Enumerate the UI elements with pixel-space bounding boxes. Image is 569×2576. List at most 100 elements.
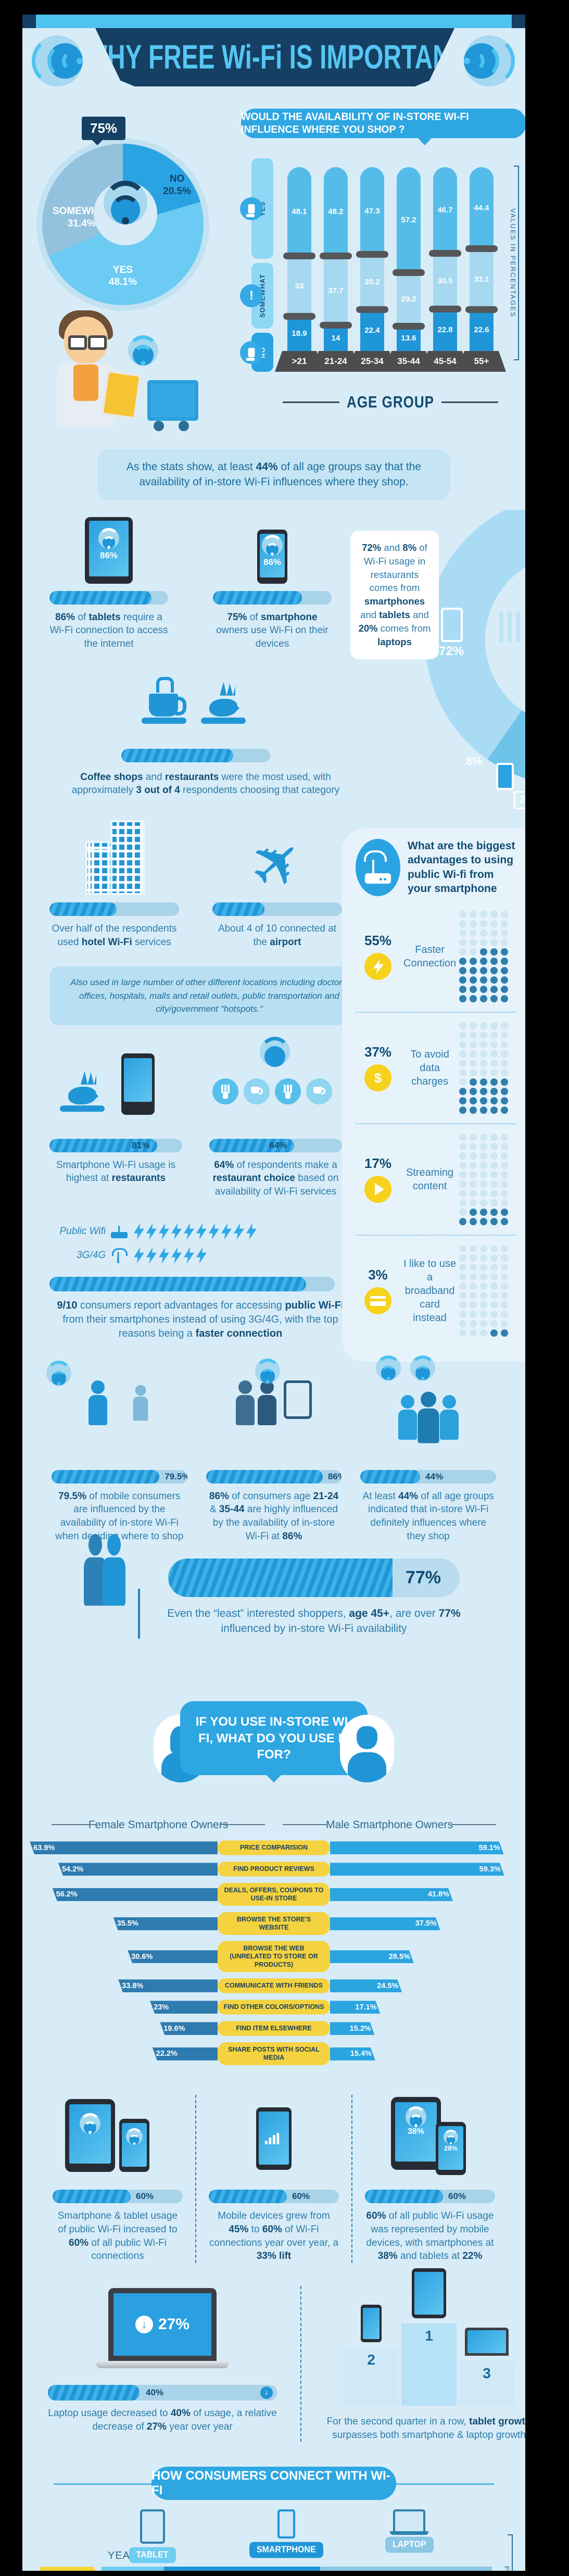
smartphone-progress-bar bbox=[213, 590, 332, 605]
person bbox=[439, 1395, 459, 1440]
plate bbox=[60, 1105, 105, 1112]
dot bbox=[480, 1263, 488, 1271]
lightning-icon bbox=[209, 1223, 219, 1240]
gender-usage-row: 22.2% SHARE POSTS WITH SOCIAL MEDIA 15.4% bbox=[27, 2042, 521, 2066]
rb-ant bbox=[372, 859, 374, 873]
fill bbox=[49, 1276, 307, 1291]
dot bbox=[490, 1189, 498, 1197]
shopping-cart-icon bbox=[147, 380, 198, 421]
clamp bbox=[465, 306, 498, 313]
aval: 29.2 bbox=[401, 295, 416, 304]
clamp bbox=[283, 312, 315, 320]
laptop-segment: 44 bbox=[320, 2567, 492, 2571]
laptop-podium-row: 27% 40% ↓ Laptop usage decreased to 40% … bbox=[40, 2268, 525, 2442]
gl: 63.9% bbox=[27, 1841, 218, 1855]
lightning-icon bbox=[184, 1247, 194, 1264]
gender-usage-row: 56.2% DEALS, OFFERS, COUPONS TO USE-IN ST… bbox=[27, 1883, 521, 1906]
dot bbox=[490, 957, 498, 965]
public-wifi-60-row: 60% Smartphone & tablet usage of public … bbox=[40, 2095, 508, 2263]
dotgrid bbox=[459, 1133, 509, 1225]
gl: 19.6% bbox=[27, 2022, 218, 2035]
speed-row: 3G/4G bbox=[49, 1243, 342, 1267]
gr: 28.5% bbox=[330, 1950, 521, 1963]
age45-influence-bar: 77% bbox=[168, 1559, 460, 1598]
dot bbox=[490, 1273, 498, 1280]
dot bbox=[459, 1097, 467, 1104]
money-icon bbox=[364, 1064, 391, 1092]
mobile-growth-60-card: 60% Mobile devices grew from 45% to 60% … bbox=[195, 2095, 351, 2263]
dot bbox=[480, 1050, 488, 1058]
scr60: 28% bbox=[438, 2126, 463, 2170]
dot bbox=[459, 1161, 467, 1169]
fill bbox=[213, 590, 302, 605]
dot bbox=[490, 1217, 498, 1225]
fill bbox=[209, 1138, 295, 1152]
wdot bbox=[414, 2124, 418, 2128]
laptop-usage-bar: 40% ↓ bbox=[48, 2384, 277, 2401]
influence-caption: At least 44% of all age groups indicated… bbox=[362, 1490, 494, 1542]
adv-left: 37% bbox=[356, 1044, 400, 1092]
dot bbox=[459, 1152, 467, 1160]
aval: 18.9 bbox=[292, 329, 307, 338]
ha-row: Over half of the respondents used hotel … bbox=[49, 818, 342, 949]
dot bbox=[459, 1282, 467, 1290]
ghead: IF YOU USE IN-STORE WI-FI, WHAT DO YOU U… bbox=[22, 1699, 525, 1819]
dot bbox=[459, 1040, 467, 1048]
dot bbox=[470, 1142, 477, 1150]
dot bbox=[490, 1087, 498, 1095]
wdot bbox=[421, 1376, 425, 1380]
dot bbox=[480, 1152, 488, 1160]
usage-left-column: 86% 86% of tablets require a Wi-Fi conne… bbox=[22, 510, 369, 1362]
lightning-icon bbox=[134, 1223, 144, 1240]
axis-segment-yes: YES bbox=[240, 158, 273, 259]
dot bbox=[459, 1180, 467, 1188]
aseg: 13.6 bbox=[397, 325, 421, 351]
people-icons bbox=[360, 1355, 496, 1463]
age-column-55+: 44.4 33.1 22.6 55+ bbox=[457, 158, 506, 372]
el: NO bbox=[169, 173, 185, 184]
people-icons bbox=[206, 1358, 342, 1463]
aval: 22.8 bbox=[437, 325, 453, 335]
el: 44% bbox=[256, 461, 278, 473]
dot bbox=[490, 948, 498, 956]
dk-tab: 38% bbox=[391, 2097, 441, 2170]
dot bbox=[470, 1069, 477, 1076]
cupico bbox=[313, 1086, 325, 1095]
growth-podium: 2 1 3 bbox=[317, 2268, 525, 2406]
router-icon bbox=[111, 1224, 129, 1239]
rb-box bbox=[365, 873, 391, 884]
dot bbox=[480, 1217, 488, 1225]
dk-tab bbox=[65, 2099, 115, 2172]
gr: 37.5% bbox=[330, 1917, 521, 1930]
gender-usage-row: 35.5% BROWSE THE STORE'S WEBSITE 37.5% bbox=[27, 1912, 521, 1936]
lightning-icon bbox=[221, 1223, 232, 1240]
el: 35-44 bbox=[219, 1504, 245, 1515]
restaurant-choice-caption: 64% of respondents make a restaurant cho… bbox=[212, 1159, 339, 1198]
influence-bar: 86% bbox=[206, 1469, 342, 1484]
exclamation-icon: ! bbox=[240, 284, 263, 308]
dot bbox=[470, 929, 477, 937]
advantages-rows: 55% Faster Connection 37% To avoid data cha… bbox=[356, 901, 516, 1346]
wifi-icon bbox=[260, 1036, 290, 1067]
aseg: 22.4 bbox=[360, 309, 384, 351]
chart-question-pill: WOULD THE AVAILABILITY OF IN-STORE WI-FI… bbox=[241, 108, 525, 146]
aval: 46.7 bbox=[437, 206, 453, 215]
clamp bbox=[393, 269, 425, 277]
coffee-stat-block: Coffee shops and restaurants were the mo… bbox=[49, 669, 342, 797]
gbar: 19.6% bbox=[160, 2022, 218, 2035]
percentage-usage-axis: PERECENTAGE USAGE bbox=[499, 2534, 517, 2571]
dot bbox=[459, 920, 467, 927]
dotgrid bbox=[459, 1022, 509, 1114]
dot bbox=[501, 1291, 509, 1299]
dot bbox=[501, 1031, 509, 1039]
el: laptops bbox=[377, 636, 412, 648]
dot bbox=[470, 1133, 477, 1141]
lightning-icon bbox=[246, 1223, 257, 1240]
pod-scr bbox=[414, 2271, 444, 2315]
adv-left: 17% bbox=[356, 1155, 400, 1203]
el: 33% lift bbox=[256, 2251, 292, 2262]
connect-title-pill: HOW CONSUMERS CONNECT WITH WI-FI bbox=[151, 2467, 396, 2500]
r-phone bbox=[121, 1053, 155, 1115]
lg-chip: LAPTOP bbox=[385, 2536, 434, 2553]
dot bbox=[470, 1199, 477, 1207]
